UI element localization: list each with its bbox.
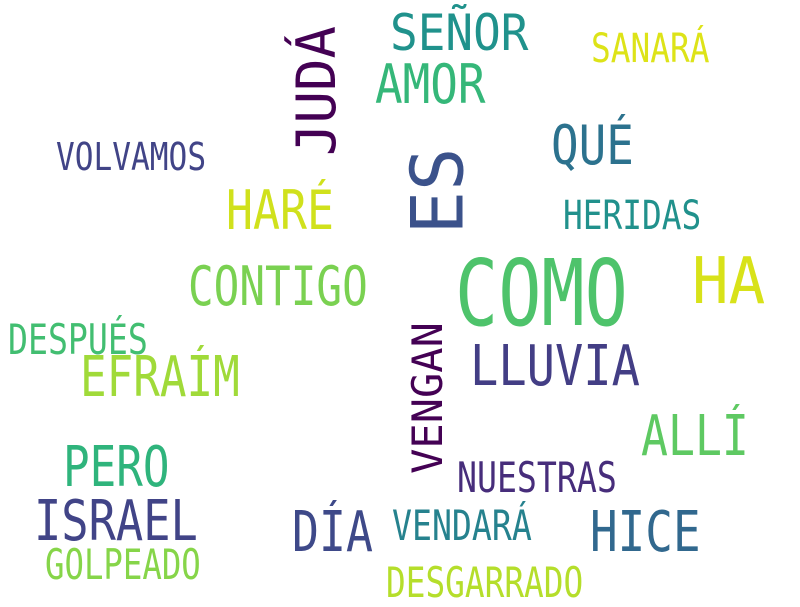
word-alli: ALLÍ [641, 404, 749, 469]
word-es: ES [395, 147, 480, 235]
word-desgarrado: DESGARRADO [386, 558, 584, 607]
word-efraim: EFRAÍM [80, 345, 240, 410]
word-senor: SEÑOR [390, 4, 529, 62]
word-lluvia: LLUVIA [470, 334, 640, 399]
word-despues: DESPUÉS [8, 315, 148, 364]
word-pero: PERO [63, 435, 170, 500]
word-dia: DÍA [292, 500, 373, 565]
word-juda: JUDÁ [285, 25, 349, 157]
word-contigo: CONTIGO [188, 255, 368, 318]
word-que: QUÉ [551, 114, 634, 177]
word-vengan: VENGAN [402, 322, 452, 474]
word-israel: ISRAEL [34, 489, 198, 554]
word-ha: HA [692, 245, 766, 319]
word-heridas: HERIDAS [563, 193, 702, 239]
word-volvamos: VOLVAMOS [56, 135, 207, 179]
word-como: COMO [455, 240, 628, 347]
word-nuestras: NUESTRAS [457, 453, 617, 502]
word-hice: HICE [590, 500, 701, 565]
word-amor: AMOR [375, 53, 486, 116]
word-golpeado: GOLPEADO [45, 540, 201, 589]
word-vendara: VENDARÁ [392, 501, 532, 550]
word-sanara: SANARÁ [591, 26, 710, 72]
word-hare: HARÉ [226, 179, 334, 242]
